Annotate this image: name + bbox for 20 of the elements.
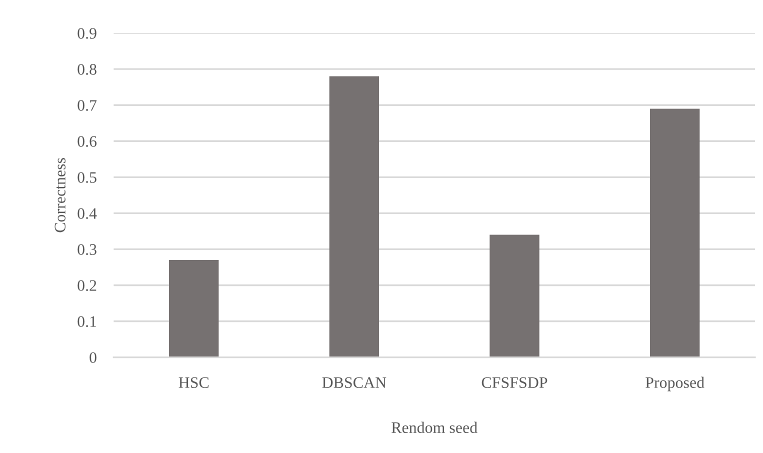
y-tick-label: 0.4 <box>78 208 97 219</box>
y-tick-label: 0.3 <box>78 244 96 255</box>
y-tick-label: 0.9 <box>78 28 96 39</box>
y-axis-title: Correctness <box>54 158 66 232</box>
x-tick-label: Proposed <box>646 376 704 392</box>
y-tick-label: 0 <box>90 352 96 363</box>
y-tick-label: 0.5 <box>78 172 96 183</box>
x-axis-title: Rendom seed <box>392 422 478 434</box>
y-tick-label: 0.1 <box>78 316 96 328</box>
y-tick-label: 0.6 <box>78 136 97 147</box>
bar <box>650 108 700 358</box>
y-tick-label: 0.8 <box>78 64 96 75</box>
bar <box>169 260 219 358</box>
x-tick-label: CFSFSDP <box>482 377 548 388</box>
x-tick-label: HSC <box>178 377 209 388</box>
x-tick-label: DBSCAN <box>322 377 386 388</box>
bar <box>329 76 380 358</box>
y-tick-label: 0.7 <box>78 100 97 111</box>
bar <box>490 234 540 358</box>
y-tick-label: 0.2 <box>78 280 96 292</box>
